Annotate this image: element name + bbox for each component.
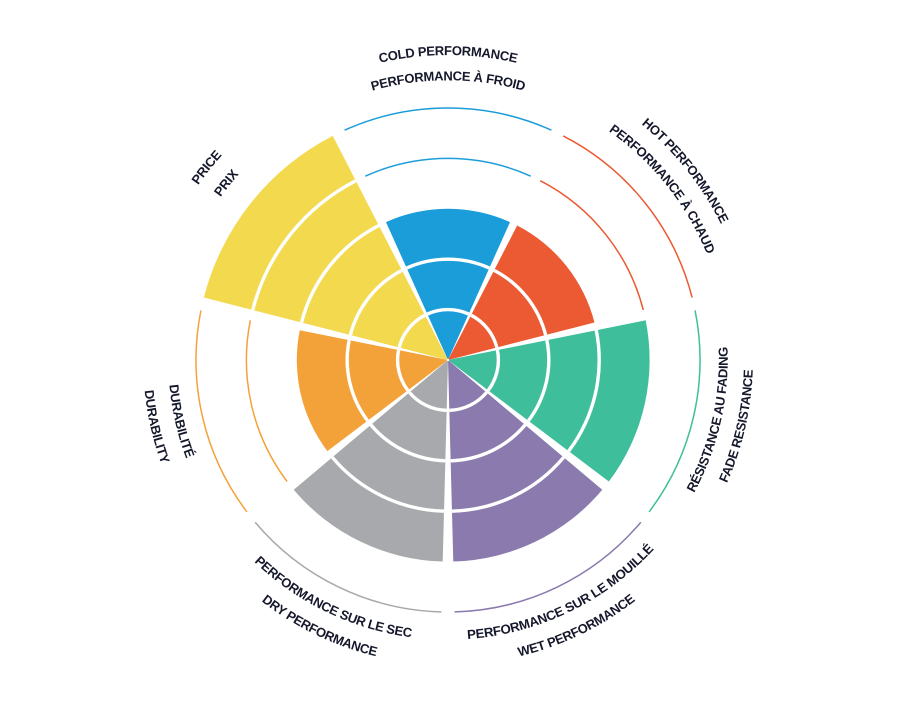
svg-text:DURABILITÉ: DURABILITÉ <box>166 384 197 461</box>
svg-text:PERFORMANCE SUR LE SEC: PERFORMANCE SUR LE SEC <box>252 553 414 640</box>
svg-text:COLD PERFORMANCE: COLD PERFORMANCE <box>377 43 519 66</box>
svg-text:PRIX: PRIX <box>211 166 242 199</box>
svg-text:PERFORMANCE À FROID: PERFORMANCE À FROID <box>369 68 527 93</box>
